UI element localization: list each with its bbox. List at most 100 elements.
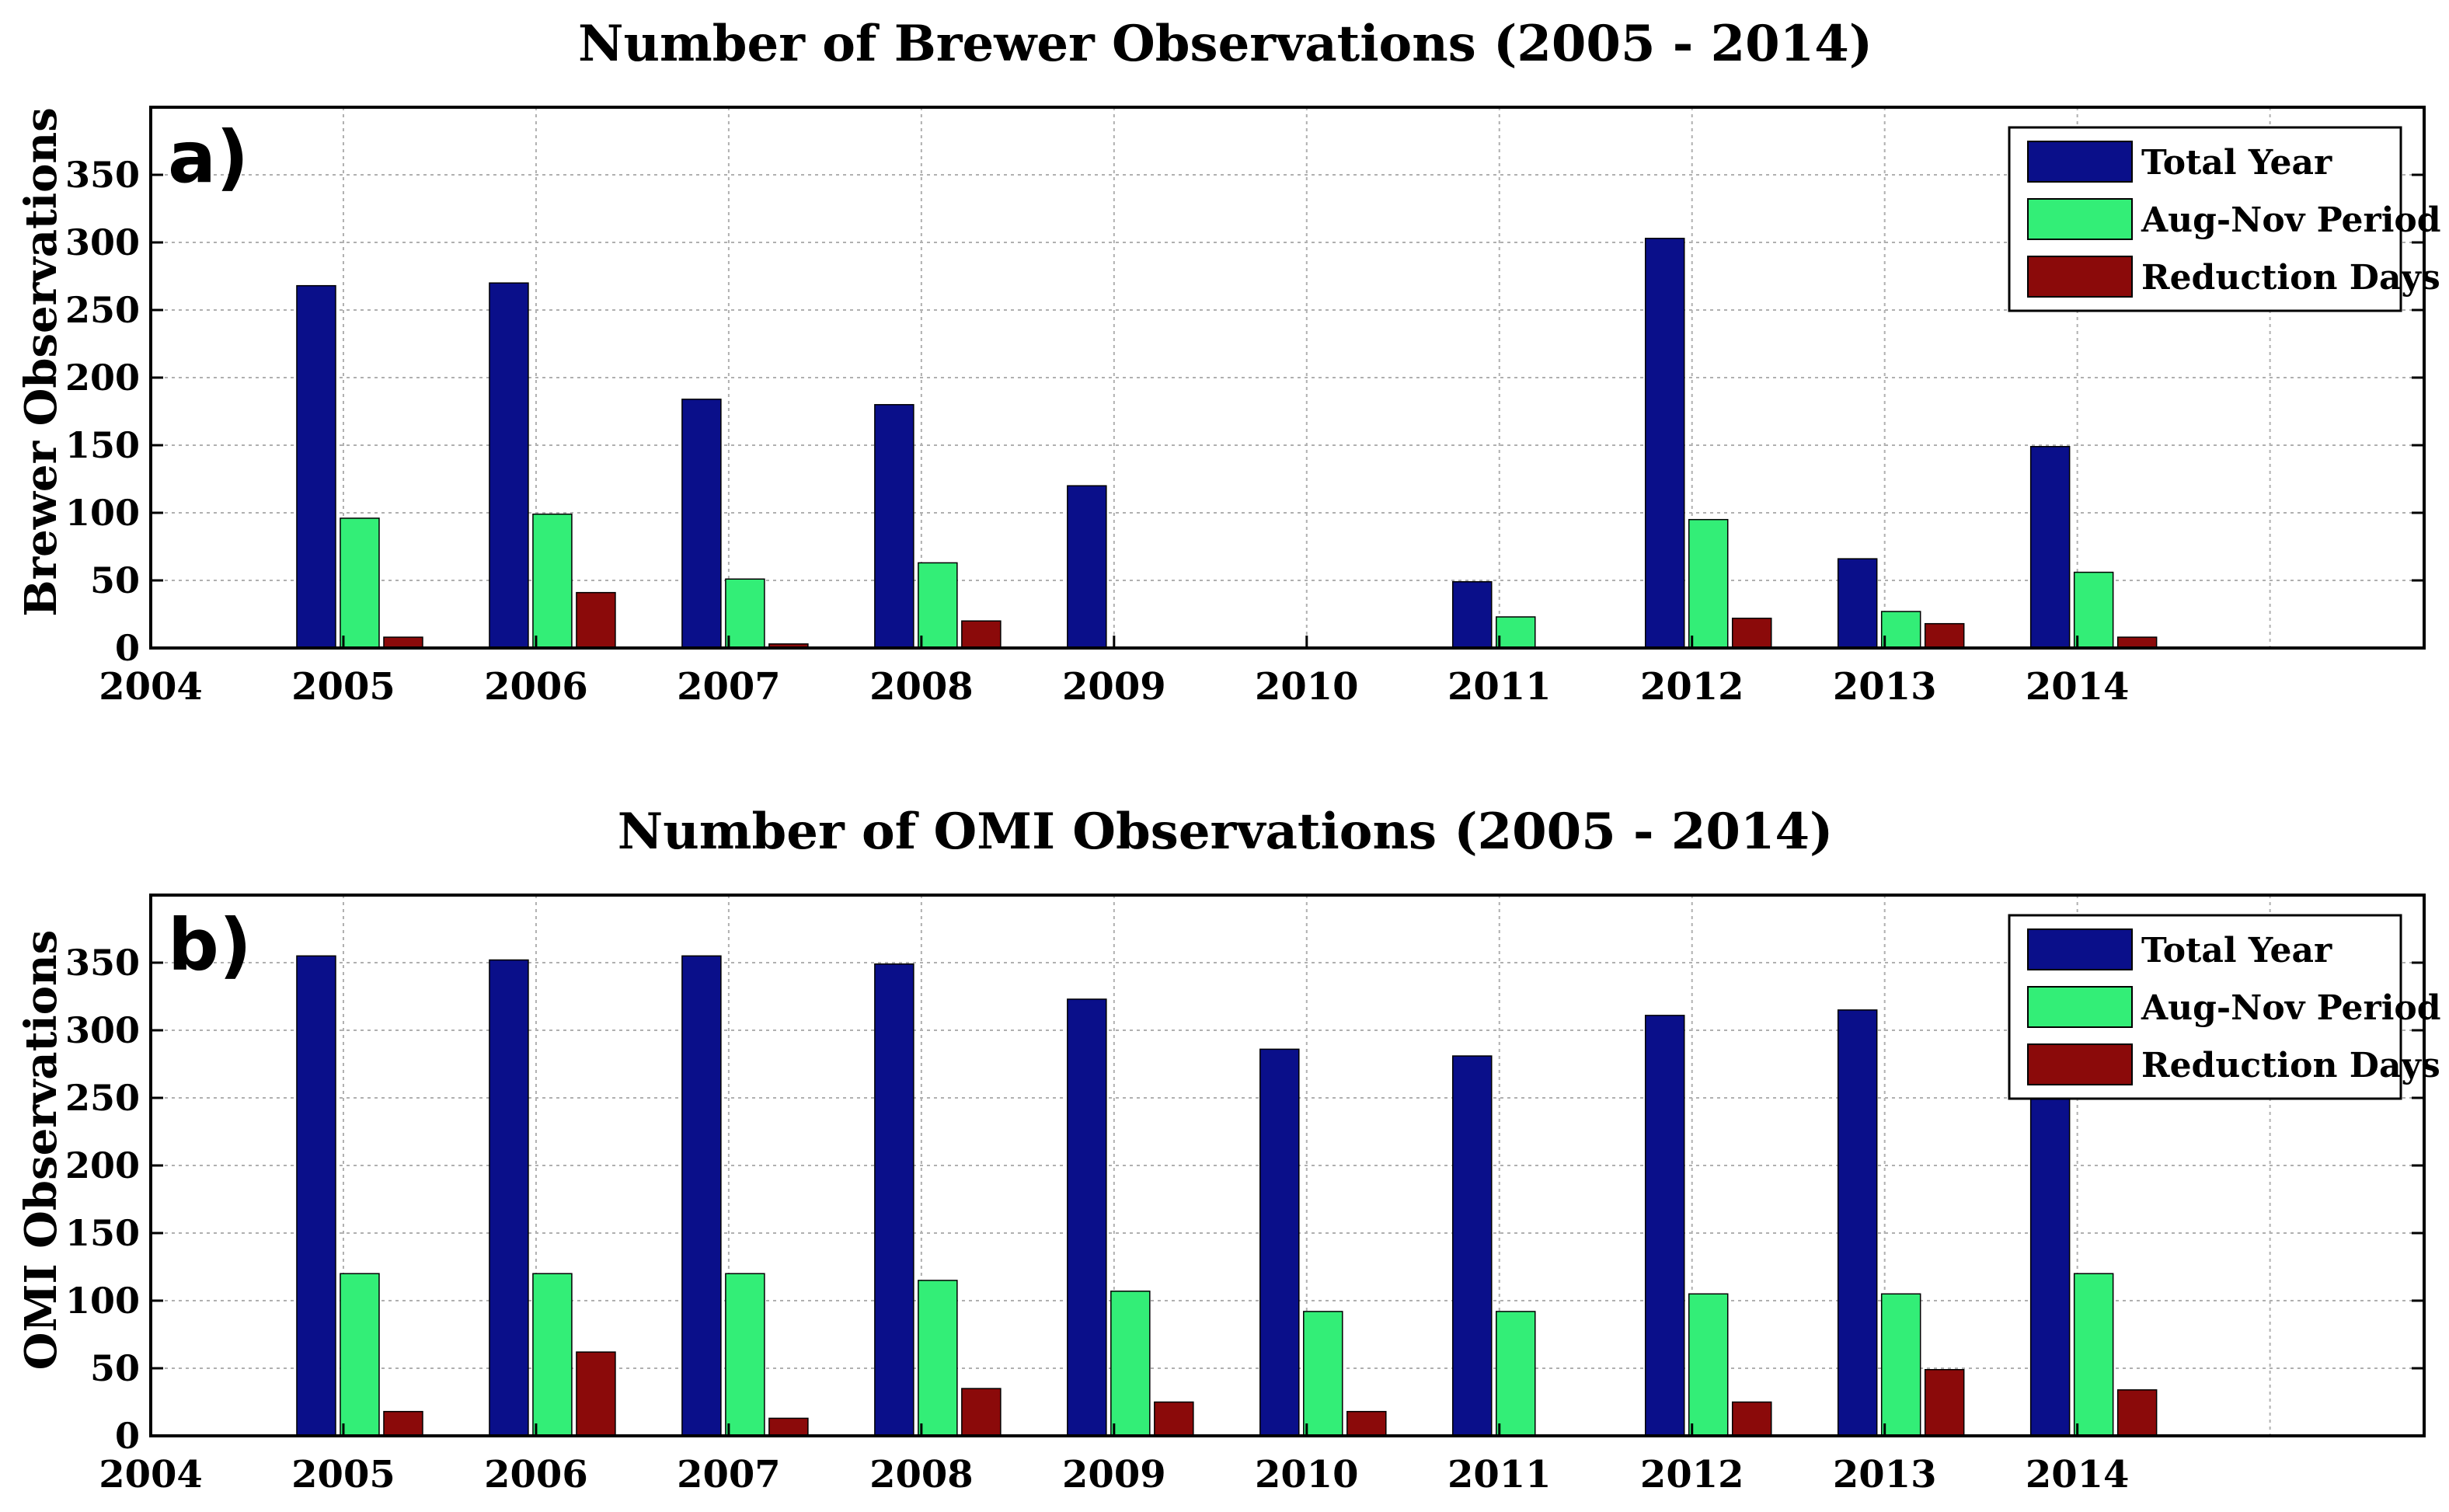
x-tick-label: 2012 [1640,1453,1744,1496]
x-tick-label: 2011 [1447,665,1552,709]
legend-label: Reduction Days [2141,1046,2440,1085]
bar [383,636,423,649]
bar [1259,1048,1300,1437]
x-tick-label: 2011 [1447,1453,1552,1496]
bar [532,513,573,649]
bar [918,562,958,649]
y-axis: 0 50 100 150 200 250 300 350 [65,942,2424,1457]
bar [489,282,529,649]
x-tick-label: 2008 [869,665,974,709]
bar [1731,1401,1772,1437]
legend-label: Total Year [2141,931,2332,970]
legend-label: Aug-Nov Period [2141,200,2441,240]
x-tick-label: 2004 [99,1453,203,1496]
bar [1154,1401,1194,1437]
bar [2073,1273,2114,1437]
bar [918,1280,958,1437]
y-tick-label: 100 [65,492,140,534]
panel-label: a) [168,116,249,199]
bar [1496,1311,1536,1437]
legend: Total Year Aug-Nov Period Reduction Days [2008,914,2441,1100]
y-tick-label: 350 [65,942,140,984]
y-tick-label: 300 [65,1009,140,1051]
bar [2073,571,2114,649]
y-axis-label: Brewer Observations [16,107,67,616]
bar [1644,238,1685,649]
x-tick-label: 2014 [2026,665,2130,709]
y-tick-label: 200 [65,1144,140,1186]
y-tick-label: 250 [65,289,140,331]
y-tick-label: 300 [65,221,140,263]
bar [1644,1015,1685,1437]
y-axis: 0 50 100 150 200 250 300 350 [65,154,2424,669]
bar [576,1351,616,1437]
x-tick-label: 2008 [869,1453,974,1496]
x-tick-label: 2004 [99,665,203,709]
y-tick-label: 250 [65,1077,140,1119]
y-tick-label: 150 [65,424,140,466]
x-tick-label: 2007 [677,665,781,709]
bar [1452,1055,1493,1437]
x-tick-label: 2013 [1833,665,1937,709]
legend-swatch [2027,986,2133,1028]
x-tick-label: 2009 [1062,1453,1166,1496]
legend-swatch [2027,141,2133,183]
y-tick-label: 100 [65,1280,140,1322]
x-tick-label: 2012 [1640,665,1744,709]
bar [1924,1368,1965,1437]
y-tick-label: 200 [65,357,140,399]
legend-label: Reduction Days [2141,258,2440,298]
bar [296,284,336,649]
x-tick-label: 2005 [291,665,395,709]
legend-swatch [2027,198,2133,240]
x-axis: 2004 2005 2006 2007 2008 2009 2010 2011 2012 2013… [99,636,2129,709]
x-tick-label: 2009 [1062,665,1166,709]
bar [1303,1311,1343,1437]
bar [489,959,529,1437]
bar [1837,558,1878,649]
bar-series-aug-nov-period [340,1273,2114,1437]
bar [1067,998,1107,1437]
bar [874,963,914,1437]
y-axis-label: OMI Observations [16,930,67,1371]
bar [340,1273,380,1437]
legend-item: Reduction Days [2027,256,2440,298]
legend-label: Total Year [2141,143,2332,183]
bar [1924,622,1965,649]
bar-series-reduction-days [383,1351,2158,1437]
panel-label: b) [168,904,252,987]
legend-item: Total Year [2027,928,2332,970]
bar [961,1388,1002,1437]
x-tick-label: 2006 [484,665,588,709]
bar [383,1410,423,1437]
bar-series-group [296,238,2158,649]
bar [296,955,336,1437]
legend-swatch [2027,256,2133,298]
bar [681,399,722,649]
chart-title: Number of Brewer Observations (2005 - 20… [578,15,1872,73]
bar [1688,1293,1729,1437]
x-tick-label: 2006 [484,1453,588,1496]
y-tick-label: 50 [90,1347,140,1389]
bar [725,1273,765,1437]
legend-label: Aug-Nov Period [2141,988,2441,1028]
bar [2029,445,2071,649]
bar [1880,1293,1921,1437]
bar [532,1273,573,1437]
bar [1110,1291,1151,1437]
bar [2116,1389,2158,1437]
bar [1880,611,1921,649]
bar [1688,518,1729,649]
x-axis: 2004 2005 2006 2007 2008 2009 2010 2011 2012 2013… [99,1423,2129,1496]
gridlines [150,107,2424,649]
bar-series-reduction-days [383,591,2158,649]
bar [1496,616,1536,649]
legend-item: Reduction Days [2027,1043,2440,1085]
y-tick-label: 0 [115,1415,140,1457]
legend-swatch [2027,1043,2133,1085]
legend-item: Aug-Nov Period [2027,198,2441,240]
bar [1067,485,1107,649]
